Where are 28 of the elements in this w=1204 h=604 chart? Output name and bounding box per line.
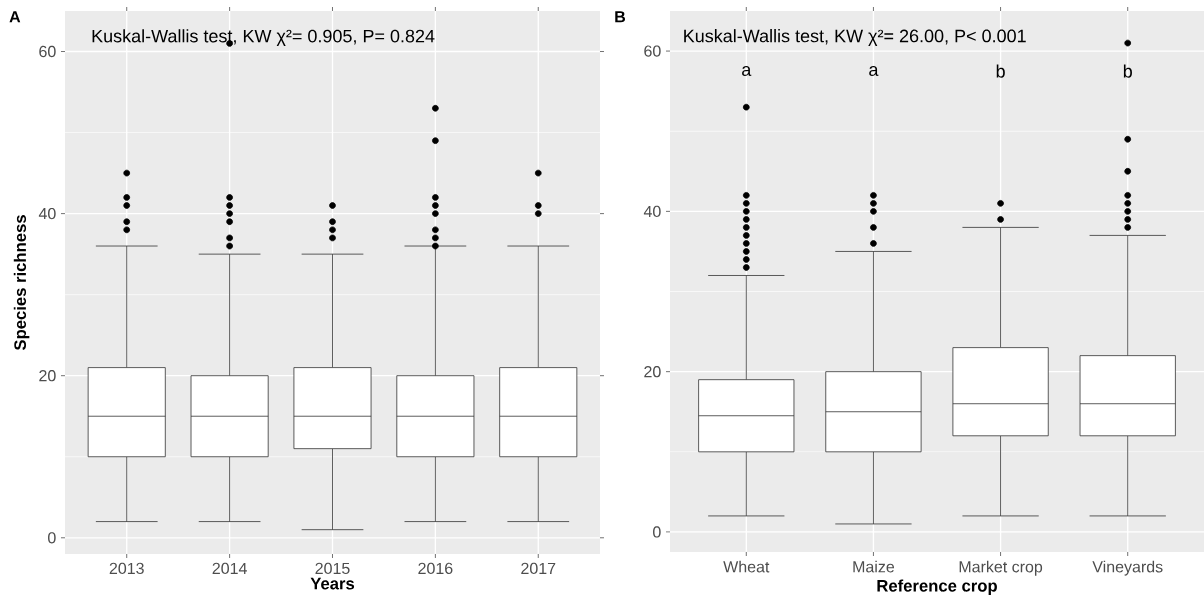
y-tick-label: 60 (644, 45, 661, 57)
y-tick-label: 0 (48, 532, 56, 544)
x-tick-label: 2017 (521, 562, 556, 575)
y-tick-label: 40 (38, 207, 56, 220)
x-tick-label: Maize (853, 560, 895, 573)
annotation: a (742, 66, 752, 76)
x-tick-label: Market crop (959, 560, 1043, 576)
annotation: a (869, 66, 879, 76)
x-tick-label: 2014 (212, 562, 247, 575)
annotation: b (1123, 64, 1132, 78)
y-tick-label: 40 (643, 205, 661, 218)
x-tick-label: 2016 (418, 562, 453, 575)
x-tick-label: Wheat (723, 560, 770, 573)
x-tick-label: 2013 (109, 562, 144, 575)
y-tick-label: 60 (39, 45, 56, 58)
y-tick-label: 20 (39, 370, 56, 382)
y-axis-title: Species richness (13, 215, 30, 351)
annotation: b (996, 64, 1005, 78)
x-tick-label: 2015 (315, 562, 350, 575)
annotation: Kuskal-Wallis test, KW χ²= 26.00, P< 0.001 (684, 29, 1026, 46)
x-axis-title: Years (310, 577, 355, 590)
x-axis-title: Reference crop (877, 579, 997, 595)
x-tick-label: Vineyards (1092, 560, 1163, 576)
annotation: Kuskal-Wallis test, KW χ²= 0.905, P= 0.824 (92, 29, 435, 46)
y-tick-label: 20 (644, 366, 661, 378)
chart-title: B (615, 11, 626, 23)
y-tick-label: 0 (653, 526, 661, 538)
chart-title: A (9, 11, 21, 23)
